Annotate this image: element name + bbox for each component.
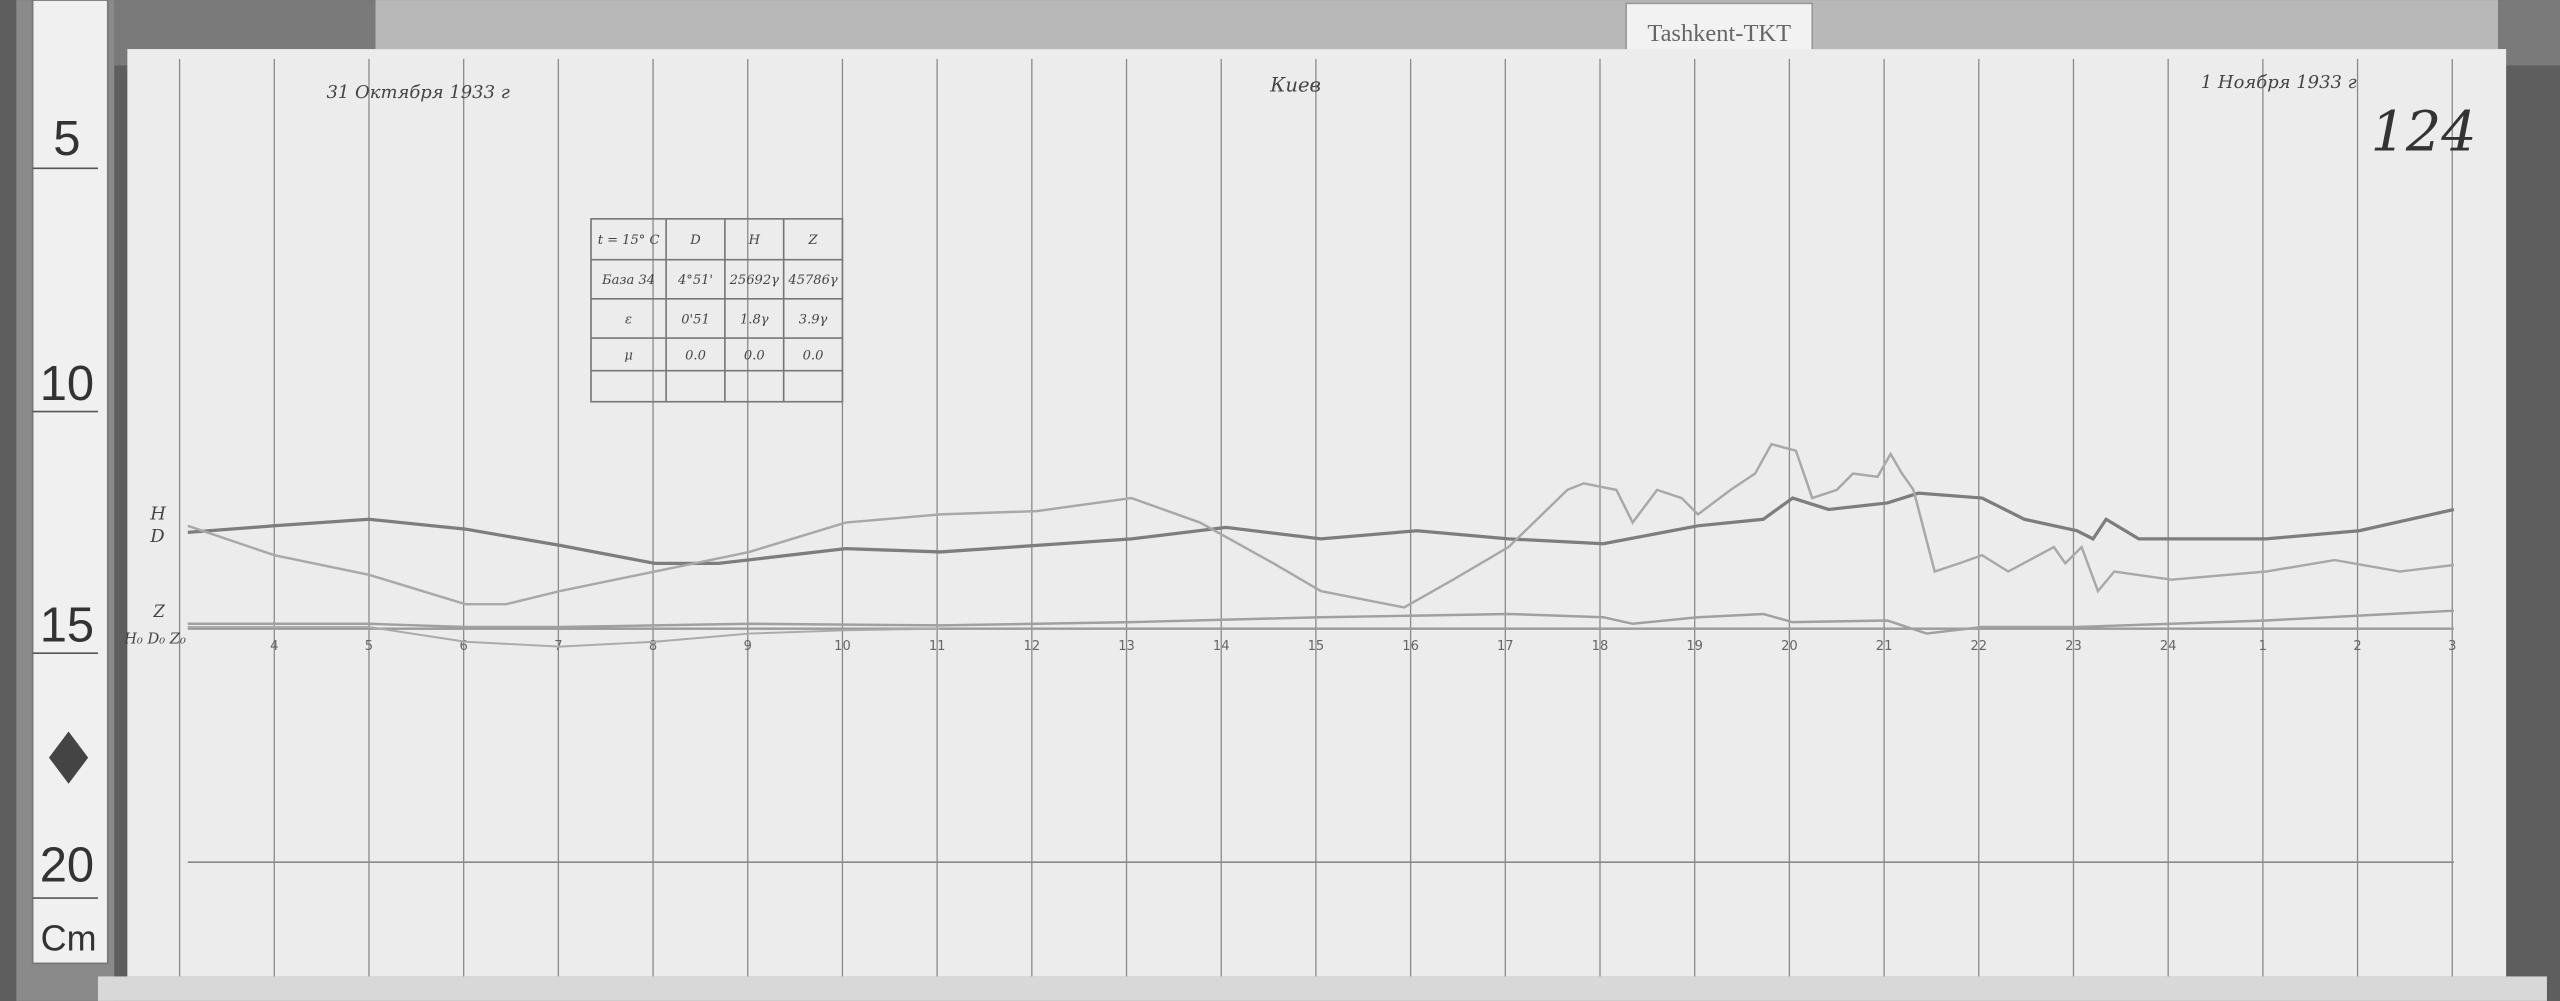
hour-tick-label: 9: [744, 639, 752, 654]
table-cell: 0.0: [803, 348, 824, 363]
paper-edge: [97, 976, 2547, 1001]
hour-tick-label: 16: [1402, 639, 1419, 654]
ruler-mark-5: 5: [53, 112, 80, 166]
hour-tick-label: 10: [834, 639, 851, 654]
table-cell: ε: [625, 312, 632, 327]
hour-tick-label: 17: [1497, 639, 1514, 654]
hour-tick-label: 1: [2259, 639, 2267, 654]
table-cell: База 34: [601, 273, 655, 288]
start-date: 31 Октября 1933 г: [327, 82, 510, 103]
table-header-cell: H: [748, 233, 761, 248]
sheet-number: 124: [2371, 99, 2477, 164]
table-cell: 25692γ: [729, 273, 780, 288]
table-cell: 45786γ: [787, 273, 838, 288]
hour-tick-label: 8: [649, 639, 657, 654]
table-header-cell: D: [689, 233, 701, 248]
station-handwritten: Киев: [1269, 74, 1321, 97]
table-header-cell: t = 15° C: [598, 233, 660, 248]
hour-tick-labels: 4 5 6 7 8 9 10 11 12 13 14 15 16 17 18 19 20 21 22 23 24 1 2 3: [270, 639, 2456, 654]
hour-tick-label: 12: [1024, 639, 1041, 654]
baseline-labels: H₀ D₀ Z₀: [123, 630, 186, 647]
table-cell: 0'51: [681, 312, 710, 327]
top-clip-strip: [375, 0, 2498, 50]
table-header-cell: Z: [808, 233, 819, 248]
hour-tick-label: 4: [270, 639, 278, 654]
trace-z: [187, 609, 2454, 635]
paper-sheet: [127, 49, 2507, 977]
ruler-mark-10: 10: [40, 357, 94, 411]
ruler-unit: Cm: [41, 917, 97, 958]
hour-tick-label: 14: [1213, 639, 1230, 654]
table-cell: 4°51': [677, 273, 713, 288]
hour-tick-label: 13: [1118, 639, 1135, 654]
ruler-mark-20: 20: [40, 839, 94, 893]
hour-tick-label: 5: [365, 639, 373, 654]
trace-label-z: Z: [152, 602, 165, 621]
hour-tick-label: 18: [1592, 639, 1609, 654]
end-date: 1 Ноября 1933 г: [2201, 72, 2357, 93]
table-cell: 3.9γ: [799, 312, 828, 327]
trace-d: [187, 491, 2455, 565]
trace-z-lower: [187, 626, 941, 648]
hour-tick-label: 20: [1781, 639, 1798, 654]
hour-tick-label: 6: [460, 639, 468, 654]
hour-tick-label: 24: [2160, 639, 2177, 654]
trace-label-h: H: [149, 503, 166, 524]
scale-value-table: t = 15° C D H Z База 34 4°51' 25692γ 45786γ ε 0'5…: [590, 218, 844, 403]
hour-tick-label: 3: [2448, 639, 2456, 654]
hour-tick-label: 22: [1970, 639, 1987, 654]
table-cell: 0.0: [685, 348, 706, 363]
ruler: 5 10 15 20 Cm: [16, 0, 115, 1001]
hour-tick-label: 19: [1686, 639, 1703, 654]
table-cell: 1.8γ: [740, 312, 769, 327]
hour-tick-label: 21: [1876, 639, 1893, 654]
trace-h: [187, 442, 2455, 609]
hour-tick-label: 11: [929, 639, 946, 654]
hour-tick-label: 15: [1308, 639, 1325, 654]
trace-label-d: D: [149, 526, 164, 547]
ruler-mark-15: 15: [40, 599, 94, 653]
station-label-text: Tashkent-TKT: [1647, 20, 1791, 47]
hour-tick-label: 2: [2353, 639, 2361, 654]
table-cell: μ: [624, 348, 632, 363]
hour-tick-label: 23: [2065, 639, 2082, 654]
table-cell: 0.0: [744, 348, 765, 363]
